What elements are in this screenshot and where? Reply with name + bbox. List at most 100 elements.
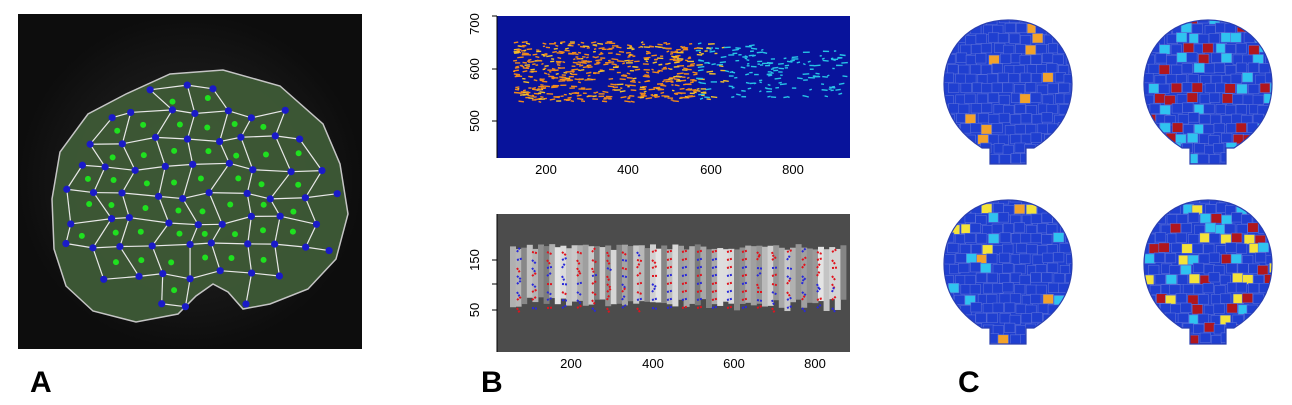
tissue-cell [1030, 293, 1042, 304]
tissue-column [823, 249, 830, 311]
tissue-cell [1230, 32, 1242, 43]
tissue-cell [1014, 264, 1026, 275]
cell-center-dot [109, 154, 116, 161]
velocity-streak [671, 83, 674, 86]
tissue-cell [1182, 284, 1194, 295]
tissue-cell [1263, 93, 1272, 104]
cell-vertex-dot [127, 108, 135, 117]
tissue-cell [1058, 82, 1070, 93]
velocity-streak [531, 88, 538, 91]
velocity-streak [558, 50, 565, 53]
velocity-streak [745, 81, 750, 84]
tissue-cell [1182, 124, 1195, 135]
tissue-cell [986, 294, 998, 305]
tissue-cell [975, 53, 987, 64]
velocity-streak [686, 65, 694, 68]
tissue-cell [1069, 62, 1072, 73]
velocity-streak [723, 79, 729, 83]
tissue-cell [949, 143, 961, 154]
displacement-arrow [696, 249, 704, 253]
velocity-streak [676, 72, 684, 75]
top-y-tick-500: 500 [467, 110, 482, 132]
displacement-arrow [621, 294, 626, 301]
cell-wall [89, 117, 113, 145]
tissue-cell [1154, 74, 1166, 86]
tissue-cell [1153, 313, 1165, 324]
tissue-cell [1042, 94, 1054, 105]
tissue-column [638, 245, 645, 302]
cell-wall [92, 166, 106, 193]
tissue-column [812, 249, 819, 304]
displacement-arrow [726, 265, 734, 269]
tissue-cell [999, 232, 1011, 243]
displacement-arrow [516, 307, 521, 314]
velocity-streak [630, 100, 635, 103]
velocity-streak [551, 67, 556, 71]
tissue-cell [1199, 213, 1211, 224]
cell-wall [66, 188, 94, 194]
tissue-cell [1059, 243, 1071, 254]
velocity-streak [838, 92, 843, 95]
tissue-cell [1149, 103, 1161, 114]
displacement-arrow [666, 305, 674, 309]
velocity-streak [513, 73, 521, 76]
cell-wall [184, 278, 191, 307]
tissue-cell [1235, 122, 1247, 133]
tissue-cell [953, 134, 965, 145]
velocity-streak [774, 77, 782, 80]
displacement-arrow [756, 251, 762, 258]
velocity-streak [591, 41, 597, 44]
velocity-streak [658, 69, 663, 72]
tissue-cell [1203, 103, 1215, 114]
tissue-cells [1144, 20, 1272, 164]
tissue-cell [965, 73, 977, 84]
tissue-cell [1019, 54, 1031, 66]
displacement-arrow [771, 283, 779, 287]
displacement-arrow [771, 307, 776, 314]
cell-center-dot [231, 121, 238, 128]
cell-wall [274, 244, 281, 277]
tissue-cell [1054, 20, 1067, 25]
tissue-cell [1059, 22, 1071, 34]
tissue-cell [1042, 52, 1054, 64]
tissue-cell [1213, 62, 1226, 73]
cell-wall [274, 216, 281, 245]
cell-center-dot [171, 287, 178, 294]
cell-vertex-dot [207, 239, 215, 247]
tissue-cell [1192, 243, 1204, 254]
displacement-arrow [681, 273, 689, 277]
tissue-cell [1177, 154, 1190, 164]
cell-center-dot [168, 259, 175, 266]
velocity-streak [700, 52, 704, 55]
cell-wall [92, 247, 105, 280]
tissue-outline [943, 19, 1073, 165]
cell-wall [155, 109, 173, 138]
displacement-arrow [546, 296, 553, 301]
tissue-cell [949, 323, 961, 334]
velocity-streak [766, 87, 773, 90]
tissue-cell [1176, 333, 1188, 344]
velocity-streak [543, 52, 547, 56]
displacement-arrow [696, 257, 704, 261]
velocity-streak [544, 65, 549, 67]
cell-center-dot [112, 229, 119, 236]
tissue-outline [1143, 19, 1273, 165]
tissue-cell [1019, 253, 1031, 264]
cell-vertex-dot [242, 300, 250, 308]
tissue-cell [1219, 314, 1231, 325]
tissue-cell [948, 103, 960, 114]
tissue-column [644, 248, 651, 302]
tissue-cell [1244, 332, 1256, 343]
tissue-cell [1019, 274, 1031, 286]
tissue-cell [1053, 312, 1065, 323]
velocity-streak [680, 50, 684, 53]
cell-center-dot [262, 151, 269, 158]
tissue-cell [1231, 113, 1243, 124]
tissue-cell [954, 234, 966, 245]
tissue-cell [1224, 43, 1236, 55]
tissue-cell [1036, 144, 1048, 155]
tissue-cell [997, 200, 1010, 205]
cell-wall [121, 143, 136, 171]
velocity-streak [528, 60, 535, 63]
velocity-streak [693, 47, 698, 50]
